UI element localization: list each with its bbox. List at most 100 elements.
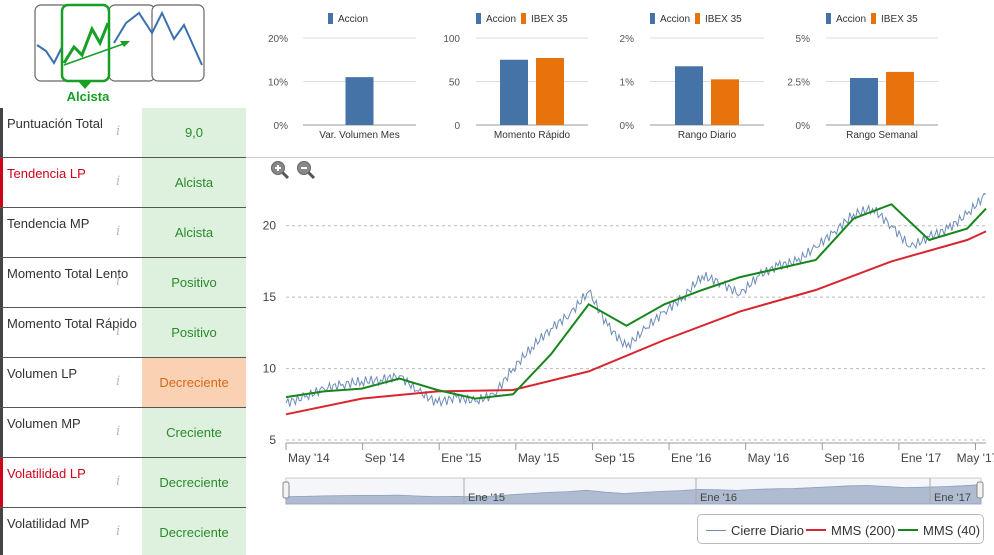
y-tick-label: 2.5%	[787, 78, 810, 89]
series-line-mms200	[285, 230, 987, 416]
trend-selector-icon[interactable]	[34, 3, 206, 105]
chart-title: Var. Volumen Mes	[319, 130, 399, 141]
score-row-label[interactable]: Volatilidad MP	[0, 508, 141, 555]
legend-swatch-mms200	[806, 529, 826, 531]
legend-label-cierre: Cierre Diario	[731, 522, 804, 538]
x-tick-label: Ene '15	[441, 451, 482, 465]
y-tick-label: 5%	[796, 34, 811, 45]
info-icon[interactable]: i	[116, 524, 121, 539]
score-row: Tendencia MP i Alcista	[0, 208, 246, 258]
bar-ibex	[886, 71, 914, 125]
score-row: Volatilidad LP i Decreciente	[0, 458, 246, 508]
y-tick-label: 0%	[620, 121, 635, 132]
score-row-label[interactable]: Volatilidad LP	[0, 458, 141, 507]
legend-item-mms40[interactable]: MMS (40)	[898, 522, 980, 538]
legend-label: Accion	[486, 14, 516, 25]
zoom-out-icon[interactable]	[296, 160, 316, 180]
info-icon[interactable]: i	[116, 324, 121, 339]
info-icon[interactable]: i	[116, 424, 121, 439]
legend-label-mms40: MMS (40)	[923, 522, 981, 538]
chart-title: Rango Semanal	[846, 130, 918, 141]
y-tick-label: 10	[263, 362, 277, 376]
y-tick-label: 0%	[796, 121, 811, 132]
navigator-handle-left[interactable]	[282, 481, 290, 499]
series-line-cierre	[285, 192, 987, 408]
score-row: Momento Total Lento i Positivo	[0, 258, 246, 308]
score-row-value: Creciente	[142, 408, 246, 457]
x-tick-label: Sep '16	[824, 451, 865, 465]
legend-swatch	[650, 13, 655, 24]
legend-label: IBEX 35	[531, 14, 568, 25]
score-row-label[interactable]: Tendencia MP	[0, 208, 141, 257]
score-row-value: 9,0	[142, 108, 246, 157]
y-tick-label: 50	[449, 78, 461, 89]
bar-ibex	[536, 58, 564, 126]
info-icon[interactable]: i	[116, 274, 121, 289]
legend-item-mms200[interactable]: MMS (200)	[806, 522, 895, 538]
bar-accion	[850, 78, 878, 125]
chart-title: Momento Rápido	[494, 130, 571, 141]
score-row-label[interactable]: Momento Total Lento	[0, 258, 141, 307]
legend-swatch	[328, 13, 333, 24]
y-tick-label: 20%	[268, 34, 288, 45]
price-chart-svg[interactable]: 5 10 15 20 May '14 Sep '14 Ene '15 May '15 Sep '…	[246, 160, 994, 555]
legend-label: IBEX 35	[705, 14, 742, 25]
price-chart[interactable]: 5 10 15 20 May '14 Sep '14 Ene '15 May '15 Sep '…	[246, 160, 994, 555]
legend-swatch	[826, 13, 831, 24]
legend-swatch-cierre	[706, 529, 726, 531]
score-row-value: Positivo	[142, 308, 246, 357]
score-row-value: Alcista	[142, 158, 246, 207]
indicator-charts-svg: Accion 20% 10% 0% Var. Volumen Mes Accion IBEX…	[268, 13, 938, 141]
score-table: Puntuación Total i 9,0 Tendencia LP i Alcista…	[0, 108, 246, 555]
trend-label: Alcista	[66, 89, 110, 104]
x-tick-label: Ene '16	[671, 451, 712, 465]
score-row: Puntuación Total i 9,0	[0, 108, 246, 158]
navigator-handle-right[interactable]	[976, 481, 984, 499]
navigator-area	[285, 484, 982, 505]
zoom-in-icon[interactable]	[270, 160, 290, 180]
score-row-label[interactable]: Volumen MP	[0, 408, 141, 457]
score-row-label[interactable]: Tendencia LP	[0, 158, 141, 207]
legend-label: Accion	[660, 14, 690, 25]
x-tick-label: Sep '15	[594, 451, 635, 465]
info-icon[interactable]: i	[116, 474, 121, 489]
series-line-mms40	[285, 203, 987, 400]
x-tick-label: May '17	[957, 451, 994, 465]
info-icon[interactable]: i	[116, 374, 121, 389]
score-row: Momento Total Rápido i Positivo	[0, 308, 246, 358]
legend-swatch-mms40	[898, 529, 918, 531]
x-tick-label: Sep '14	[365, 451, 406, 465]
score-row-label[interactable]: Puntuación Total	[0, 108, 141, 157]
info-icon[interactable]: i	[116, 224, 121, 239]
y-tick-label: 100	[443, 34, 460, 45]
score-row-value: Alcista	[142, 208, 246, 257]
y-tick-label: 0%	[274, 121, 289, 132]
info-icon[interactable]: i	[116, 174, 121, 189]
legend-swatch	[695, 13, 700, 24]
y-tick-label: 20	[263, 219, 277, 233]
x-tick-label: May '15	[518, 451, 560, 465]
navigator-tick-label: Ene '17	[934, 492, 971, 504]
score-row-value: Decreciente	[142, 458, 246, 507]
x-tick-label: Ene '17	[901, 451, 942, 465]
legend-label-mms200: MMS (200)	[831, 522, 896, 538]
x-tick-label: May '16	[748, 451, 790, 465]
score-row-value: Positivo	[142, 258, 246, 307]
score-row-value: Decreciente	[142, 358, 246, 407]
legend-label: IBEX 35	[881, 14, 918, 25]
y-tick-label: 1%	[620, 78, 635, 89]
y-tick-label: 0	[454, 121, 460, 132]
info-icon[interactable]: i	[116, 124, 121, 139]
score-row-label[interactable]: Momento Total Rápido	[0, 308, 141, 357]
legend-item-cierre[interactable]: Cierre Diario	[706, 522, 804, 538]
legend-swatch	[476, 13, 481, 24]
navigator-tick-label: Ene '15	[468, 492, 505, 504]
score-row-label[interactable]: Volumen LP	[0, 358, 141, 407]
score-row: Volatilidad MP i Decreciente	[0, 508, 246, 555]
y-tick-label: 15	[263, 290, 277, 304]
bar-ibex	[711, 79, 739, 125]
score-panel: Alcista Puntuación Total i 9,0 Tendencia LP…	[0, 0, 246, 555]
legend-label: Accion	[836, 14, 866, 25]
bar-accion	[500, 59, 528, 125]
bar-accion	[675, 66, 703, 125]
